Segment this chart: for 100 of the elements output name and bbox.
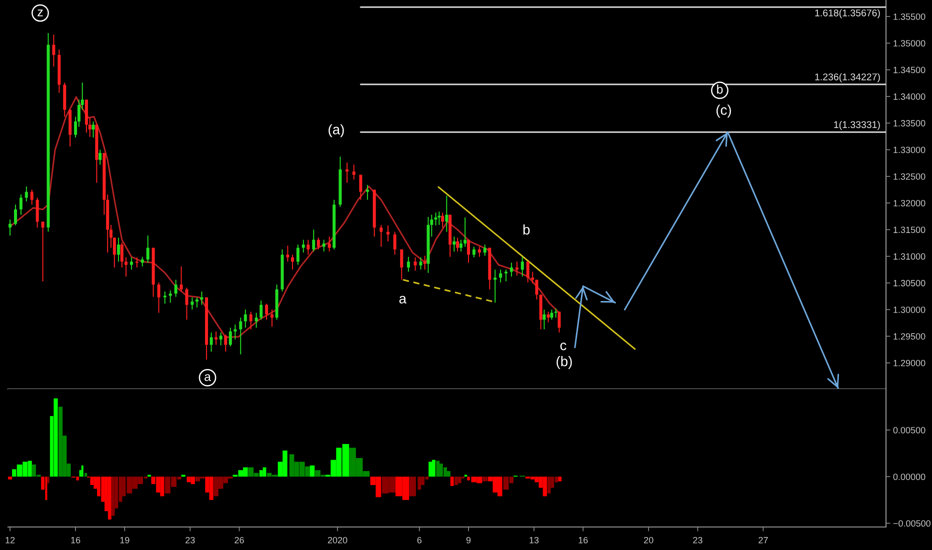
candlestick [526,261,530,283]
candlestick [14,204,18,226]
candlestick [228,327,232,347]
candlestick [234,324,237,340]
bar [108,476,112,520]
candlestick [483,244,486,256]
candlestick [30,189,34,206]
bar [428,462,432,477]
annotation: (a) [328,124,344,138]
y-tick-label: 0.00000 [893,474,926,480]
candlestick [464,216,467,248]
candlestick [535,279,538,300]
candlestick [352,164,356,180]
candlestick [52,34,56,68]
bar [58,406,63,477]
candlestick [254,312,258,328]
candlestick [531,271,534,284]
candlestick [499,269,502,283]
candlestick [19,194,22,216]
series-label: 1.618(1.35676) [815,9,880,18]
y-tick-label: 1.34000 [894,93,926,100]
bar [209,476,214,500]
candlestick [92,121,95,138]
x-tick-label: 26 [234,536,244,544]
bar [160,476,164,496]
candlestick [163,291,166,304]
candlestick [140,256,144,267]
candlestick [260,300,263,320]
candlestick [441,212,444,228]
x-tick-label: 2020 [328,536,348,544]
x-tick-label: 16 [578,536,588,544]
x-tick-label: 20 [644,536,654,544]
bar [310,465,315,477]
annotation: b [523,224,530,235]
annotation: c [560,342,566,350]
series-label: 1(1.33331) [834,120,880,130]
bar [111,476,115,516]
bar [444,467,447,477]
y-tick-label: 1.34500 [894,66,926,74]
candlestick [386,224,390,242]
bar [436,460,440,477]
candlestick [180,266,183,292]
candlestick [406,256,410,272]
candlestick [174,279,178,298]
y-tick-label: −0.00500 [893,520,930,527]
bar [542,476,547,496]
y-tick-label: 1.31000 [894,253,926,260]
candlestick [456,237,460,252]
candlestick [286,245,290,262]
candlestick [504,269,508,282]
annotation: a [204,374,211,382]
y-tick-label: 0.00500 [893,426,926,434]
candlestick [558,311,561,333]
candlestick [270,309,274,328]
x-tick-label: 19 [120,536,130,544]
candlestick [244,309,247,328]
candlestick [445,195,448,232]
candlestick [554,308,558,318]
bar [8,476,12,480]
x-tick-label: 16 [71,536,80,544]
y-tick-label: 1.33500 [894,120,926,126]
x-tick-label: 6 [417,536,422,544]
y-tick-label: 1.29000 [894,360,926,366]
candlestick [359,174,362,200]
bar [450,476,454,486]
candlestick [478,246,481,258]
y-tick-label: 1.32500 [894,173,926,180]
bar [439,464,443,477]
candlestick [146,235,150,264]
bar [558,476,562,482]
candlestick [380,224,383,248]
x-tick-label: 23 [693,536,702,544]
candlestick [520,256,524,278]
candlestick [400,248,404,280]
candlestick [124,256,128,278]
candlestick [312,229,316,252]
x-tick-label: 23 [186,536,195,544]
candlestick [306,239,310,256]
candlestick [130,256,133,270]
candlestick [157,282,160,314]
candlestick [120,242,124,268]
x-tick-label: 9 [466,536,471,544]
annotation: b [717,84,723,94]
x-tick-label: 13 [530,536,539,544]
candlestick [219,332,222,346]
annotation: (b) [556,356,572,369]
candlestick [346,162,349,184]
candlestick [224,334,228,352]
candlestick [249,311,252,330]
candlestick [185,287,188,320]
candlestick [265,303,268,320]
candlestick [423,255,426,270]
bar [259,470,263,477]
candlestick [296,244,300,266]
candlestick [168,290,172,304]
candlestick [41,221,44,282]
x-tick-label: 12 [6,536,15,544]
candlestick [210,332,213,352]
candlestick [510,262,513,278]
candlestick [190,296,194,310]
